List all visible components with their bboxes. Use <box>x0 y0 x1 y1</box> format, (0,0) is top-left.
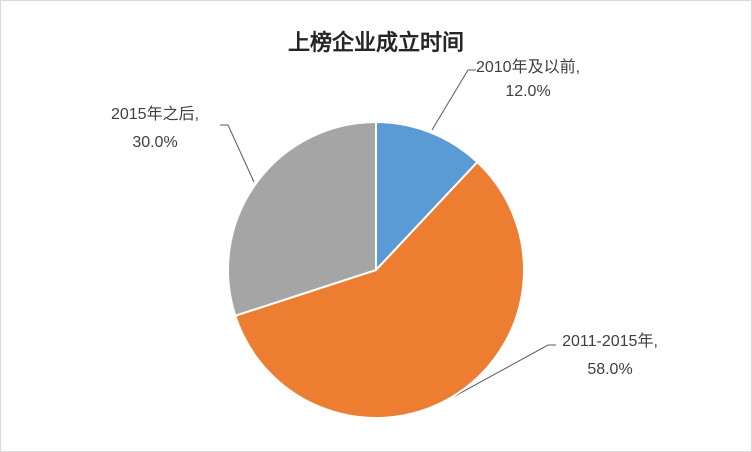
slice-label: 2015年之后, <box>111 105 199 123</box>
slice-label: 2010年及以前, <box>476 58 580 76</box>
value-label: 12.0% <box>505 83 550 100</box>
pie-slice <box>227 120 377 317</box>
leader-lines <box>220 69 556 397</box>
leader-line <box>454 344 556 397</box>
pie-slice <box>375 120 479 273</box>
leader-line <box>220 124 255 183</box>
slice-label: 2011-2015年, <box>562 332 658 350</box>
value-label: 58.0% <box>587 361 632 378</box>
value-label: 30.0% <box>132 134 177 151</box>
chart-title: 上榜企业成立时间 <box>288 30 464 55</box>
pie-slice <box>233 160 525 419</box>
leader-line <box>431 69 476 131</box>
